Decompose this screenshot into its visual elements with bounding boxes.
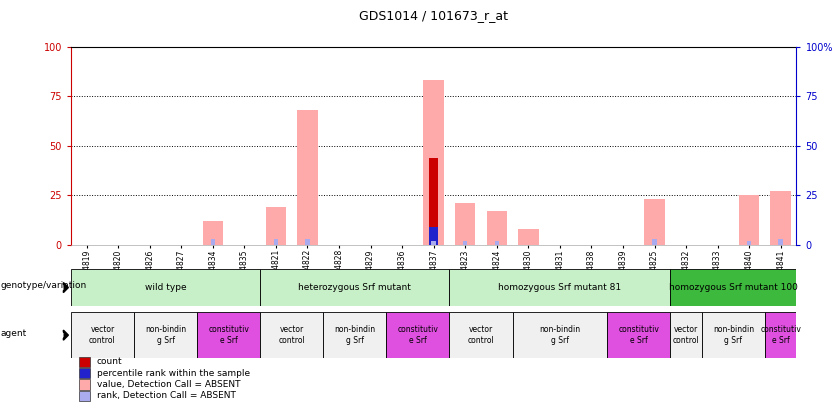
Text: constitutiv
e Srf: constitutiv e Srf [761, 326, 801, 345]
Bar [429, 227, 439, 245]
Bar [260, 312, 324, 358]
Bar [324, 312, 386, 358]
Text: non-bindin
g Srf: non-bindin g Srf [334, 326, 375, 345]
Bar [450, 312, 513, 358]
Bar [671, 312, 702, 358]
Bar [771, 192, 791, 245]
Text: homozygous Srf mutant 100: homozygous Srf mutant 100 [669, 283, 798, 292]
Bar [266, 207, 286, 245]
Text: vector
control: vector control [89, 326, 116, 345]
Bar [71, 269, 260, 306]
Bar [778, 239, 783, 245]
Text: non-bindin
g Srf: non-bindin g Srf [540, 326, 580, 345]
Text: constitutiv
e Srf: constitutiv e Srf [398, 326, 439, 345]
Text: percentile rank within the sample: percentile rank within the sample [97, 369, 250, 378]
Text: vector
control: vector control [468, 326, 495, 345]
Text: value, Detection Call = ABSENT: value, Detection Call = ABSENT [97, 380, 240, 389]
Bar [495, 241, 499, 245]
Text: heterozygous Srf mutant: heterozygous Srf mutant [299, 283, 411, 292]
Bar [305, 239, 309, 245]
Text: wild type: wild type [145, 283, 186, 292]
Bar [747, 241, 751, 245]
Text: vector
control: vector control [673, 326, 700, 345]
Bar [71, 312, 134, 358]
Text: GDS1014 / 101673_r_at: GDS1014 / 101673_r_at [359, 9, 508, 22]
Bar [765, 312, 796, 358]
Text: homozygous Srf mutant 81: homozygous Srf mutant 81 [498, 283, 621, 292]
Bar [203, 221, 224, 245]
Bar [431, 241, 436, 245]
Text: vector
control: vector control [279, 326, 305, 345]
Bar [518, 229, 539, 245]
Text: non-bindin
g Srf: non-bindin g Srf [145, 326, 186, 345]
Text: constitutiv
e Srf: constitutiv e Srf [208, 326, 249, 345]
Text: genotype/variation: genotype/variation [1, 281, 87, 290]
Bar [463, 241, 468, 245]
Bar [386, 312, 450, 358]
Bar [671, 269, 796, 306]
Bar [260, 269, 450, 306]
Text: count: count [97, 357, 123, 367]
Bar [486, 211, 507, 245]
Bar [644, 199, 665, 245]
Text: constitutiv
e Srf: constitutiv e Srf [618, 326, 659, 345]
Bar [274, 239, 279, 245]
Bar [702, 312, 765, 358]
Bar [652, 239, 656, 245]
Bar [455, 203, 475, 245]
Bar [211, 239, 215, 245]
Bar [739, 196, 760, 245]
Bar [197, 312, 260, 358]
Bar [607, 312, 671, 358]
Bar [134, 312, 197, 358]
Text: agent: agent [1, 328, 27, 338]
Bar [424, 80, 444, 245]
Bar [450, 269, 671, 306]
Text: rank, Detection Call = ABSENT: rank, Detection Call = ABSENT [97, 391, 236, 401]
Bar [297, 110, 318, 245]
Bar [429, 158, 439, 245]
Bar [513, 312, 607, 358]
Text: non-bindin
g Srf: non-bindin g Srf [713, 326, 754, 345]
